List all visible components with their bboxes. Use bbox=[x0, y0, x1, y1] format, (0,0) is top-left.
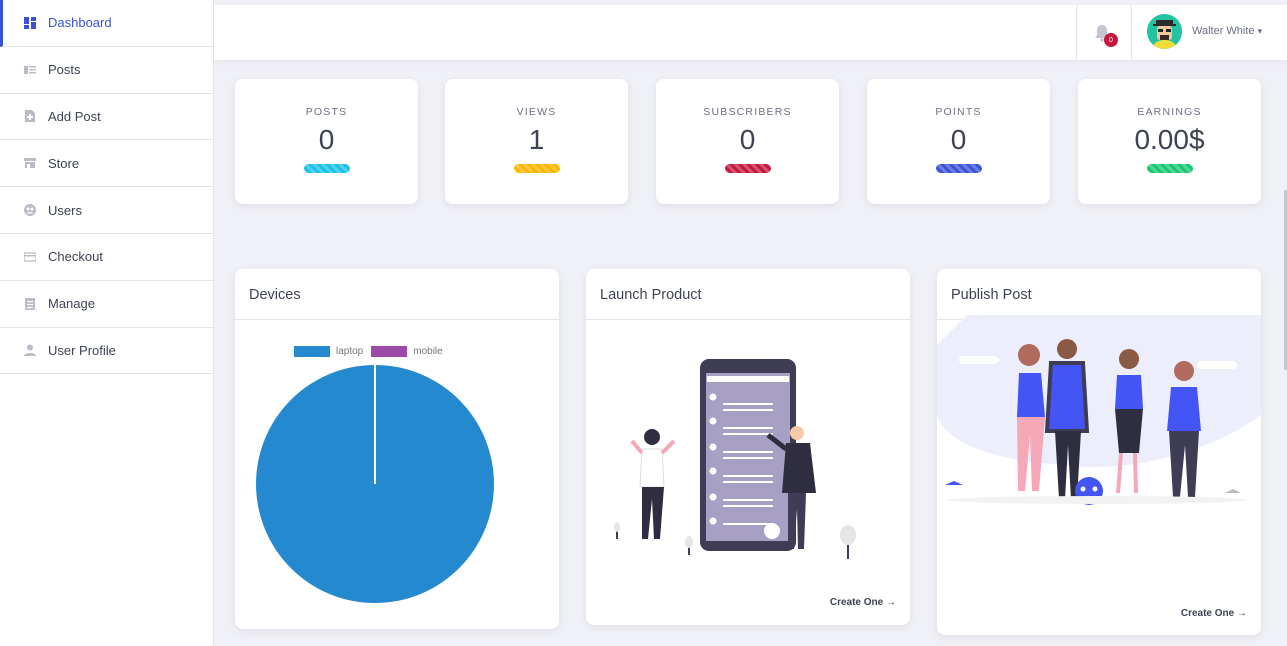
stat-value: 0 bbox=[318, 124, 335, 155]
stat-value: 0.00$ bbox=[1134, 124, 1205, 155]
legend-swatch bbox=[294, 346, 330, 357]
user-name: Walter White bbox=[1192, 25, 1255, 37]
avatar[interactable] bbox=[1147, 14, 1182, 49]
sidebar-item-add-post[interactable]: Add Post bbox=[0, 94, 213, 141]
stat-value: 0 bbox=[950, 124, 967, 155]
posts-icon bbox=[24, 64, 36, 76]
publish-illustration bbox=[937, 315, 1261, 505]
stat-label: POSTS bbox=[305, 106, 348, 118]
launch-illustration bbox=[614, 359, 856, 559]
store-icon bbox=[24, 157, 36, 169]
stat-label: VIEWS bbox=[516, 106, 557, 118]
devices-panel: Devices laptop mobile bbox=[235, 269, 559, 629]
sidebar-item-users[interactable]: Users bbox=[0, 187, 213, 234]
users-icon bbox=[24, 204, 36, 217]
publish-post-panel: Publish Post bbox=[937, 269, 1261, 635]
page-scrollbar[interactable] bbox=[1284, 190, 1287, 370]
sidebar-item-label: Manage bbox=[48, 296, 95, 312]
legend-label: mobile bbox=[413, 346, 443, 357]
stat-card-views: VIEWS 1 bbox=[445, 79, 628, 204]
stat-card-subscribers: SUBSCRIBERS 0 bbox=[656, 79, 839, 204]
stat-card-earnings: EARNINGS 0.00$ bbox=[1078, 79, 1261, 204]
legend-label: laptop bbox=[336, 346, 364, 357]
stat-value: 1 bbox=[528, 124, 545, 155]
sidebar-item-label: User Profile bbox=[48, 342, 116, 358]
sidebar-item-checkout[interactable]: Checkout bbox=[0, 234, 213, 281]
launch-product-panel: Launch Product Create One → bbox=[586, 269, 910, 625]
sidebar-item-label: Dashboard bbox=[48, 15, 112, 31]
stat-label: POINTS bbox=[935, 106, 982, 118]
chevron-down-icon: ▾ bbox=[1257, 26, 1263, 36]
manage-icon bbox=[24, 297, 36, 310]
top-navbar: 0 Walter White ▾ bbox=[214, 5, 1287, 60]
devices-pie-chart bbox=[256, 365, 494, 603]
sidebar-item-user-profile[interactable]: User Profile bbox=[0, 328, 213, 375]
dashboard-icon bbox=[24, 16, 36, 29]
stat-bar bbox=[303, 164, 350, 173]
legend-swatch bbox=[371, 346, 408, 357]
navbar-divider bbox=[1076, 5, 1077, 60]
create-one-link[interactable]: Create One → bbox=[1180, 608, 1247, 619]
sidebar-item-store[interactable]: Store bbox=[0, 140, 213, 188]
legend-item-laptop[interactable]: laptop bbox=[294, 346, 363, 357]
sidebar-item-posts[interactable]: Posts bbox=[0, 47, 213, 94]
stat-bar bbox=[1146, 164, 1193, 173]
notification-badge: 0 bbox=[1104, 33, 1118, 47]
panel-title: Devices bbox=[235, 269, 559, 320]
stat-value: 0 bbox=[739, 124, 756, 155]
navbar-divider bbox=[1131, 5, 1132, 60]
stat-card-points: POINTS 0 bbox=[867, 79, 1050, 204]
add-post-icon bbox=[24, 110, 36, 123]
stat-bar bbox=[513, 164, 560, 173]
stat-card-posts: POSTS 0 bbox=[235, 79, 418, 204]
sidebar-item-dashboard[interactable]: Dashboard bbox=[0, 0, 213, 47]
sidebar-item-manage[interactable]: Manage bbox=[0, 281, 213, 328]
stat-bar bbox=[935, 164, 982, 173]
sidebar-item-label: Checkout bbox=[48, 249, 103, 265]
user-icon bbox=[24, 344, 36, 357]
sidebar: Dashboard Posts Add Post Store Users Che… bbox=[0, 0, 214, 646]
stat-bar bbox=[724, 164, 771, 173]
stat-label: SUBSCRIBERS bbox=[703, 106, 792, 118]
card-icon bbox=[24, 251, 36, 263]
sidebar-item-label: Posts bbox=[48, 62, 81, 78]
legend-item-mobile[interactable]: mobile bbox=[371, 346, 443, 357]
panel-title: Launch Product bbox=[586, 269, 910, 320]
user-menu-toggle[interactable]: Walter White ▾ bbox=[1192, 25, 1262, 37]
chart-legend: laptop mobile bbox=[294, 346, 451, 357]
stat-label: EARNINGS bbox=[1137, 106, 1202, 118]
sidebar-item-label: Add Post bbox=[48, 108, 101, 124]
sidebar-item-label: Store bbox=[48, 155, 80, 171]
create-one-link[interactable]: Create One → bbox=[829, 597, 896, 608]
sidebar-item-label: Users bbox=[48, 202, 82, 218]
